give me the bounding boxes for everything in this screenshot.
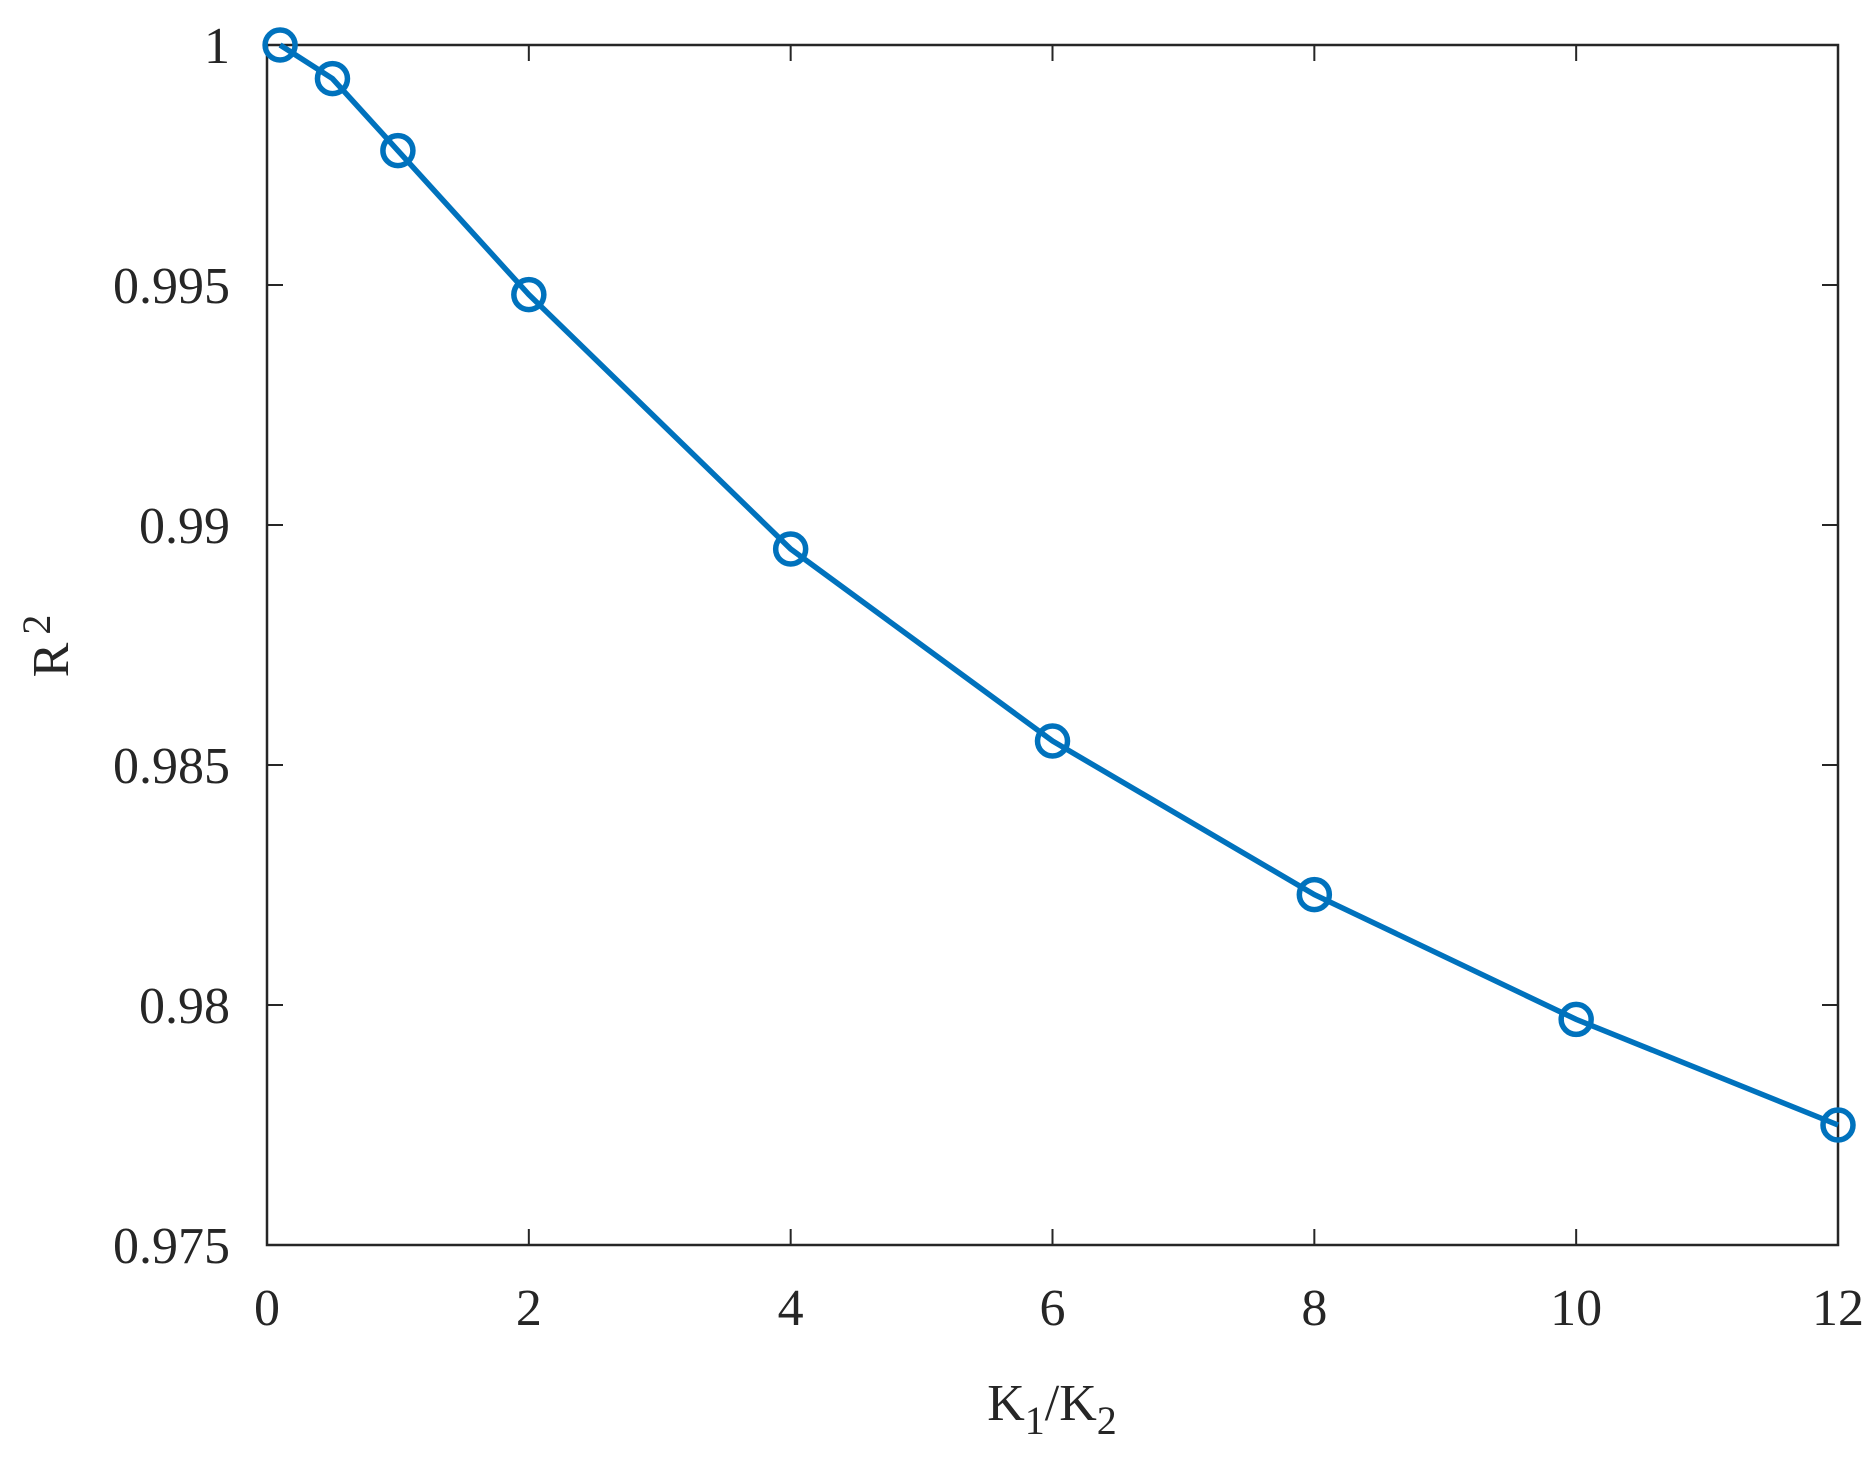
x-axis-label: K1/K2	[987, 1375, 1117, 1443]
x-label-part: K	[987, 1375, 1025, 1432]
x-label-part: /K	[1045, 1375, 1097, 1432]
x-tick-label: 12	[1812, 1280, 1864, 1337]
y-axis-label: R2	[14, 615, 80, 678]
data-point	[1034, 723, 1071, 759]
x-label-sub: 2	[1097, 1398, 1117, 1443]
y-tick-label: 0.985	[113, 738, 230, 795]
x-tick-label: 10	[1550, 1280, 1602, 1337]
data-point	[1558, 1001, 1594, 1038]
data-point	[262, 27, 298, 63]
y-label-sup: 2	[14, 615, 59, 635]
x-tick-label: 8	[1301, 1280, 1327, 1337]
y-label-part: R	[23, 642, 80, 677]
y-tick-label: 0.995	[113, 258, 230, 315]
x-tick-label: 6	[1040, 1280, 1066, 1337]
y-tick-label: 0.98	[139, 978, 230, 1035]
x-label-sub: 1	[1025, 1398, 1045, 1443]
data-point	[380, 132, 416, 169]
data-point	[314, 60, 351, 97]
data-point	[772, 531, 809, 567]
x-tick-label: 4	[778, 1280, 804, 1337]
plot-frame	[265, 43, 1840, 1247]
data-point	[1820, 1107, 1856, 1143]
data-point	[1296, 876, 1333, 913]
data-point	[511, 276, 547, 313]
y-tick-label: 0.975	[113, 1218, 230, 1275]
x-tick-label: 0	[254, 1280, 280, 1337]
y-tick-label: 0.99	[139, 498, 230, 555]
x-tick-label: 2	[516, 1280, 542, 1337]
y-tick-label: 1	[204, 18, 230, 75]
data-line	[278, 42, 1840, 1128]
